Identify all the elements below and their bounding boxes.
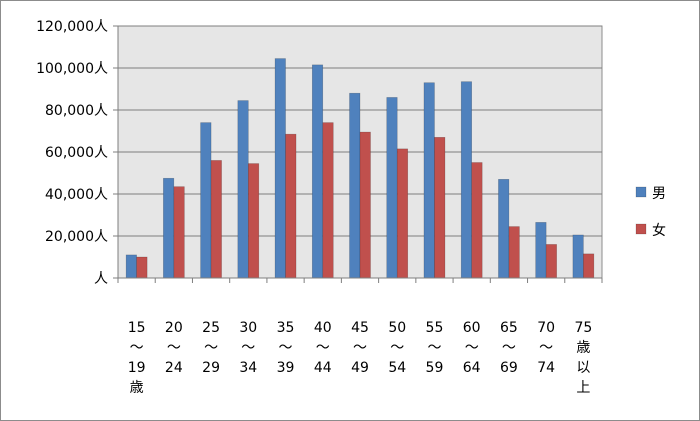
bar-female xyxy=(210,160,222,279)
x-tick-label: 35 xyxy=(277,320,295,336)
x-tick-label: ～ xyxy=(316,340,330,356)
x-tick-label: 69 xyxy=(500,360,518,376)
bar-female xyxy=(471,162,483,279)
x-tick-label: 20 xyxy=(165,320,183,336)
legend: 男女 xyxy=(635,186,666,239)
x-tick-label: 49 xyxy=(351,360,369,376)
x-tick-label: 30 xyxy=(239,320,257,336)
bars xyxy=(125,58,595,279)
x-tick-label: 64 xyxy=(463,360,481,376)
bar-female xyxy=(508,226,520,279)
x-tick-label: 50 xyxy=(388,320,406,336)
x-tick-label: 上 xyxy=(576,380,590,396)
bar-female xyxy=(248,163,260,279)
bar-female xyxy=(285,133,297,279)
x-tick-label: ～ xyxy=(130,340,144,356)
bar-male xyxy=(498,179,510,279)
legend-swatch xyxy=(635,186,647,198)
x-tick-label: ～ xyxy=(204,340,218,356)
bar-male xyxy=(274,58,286,279)
bar-female xyxy=(583,253,595,279)
x-tick-label: 44 xyxy=(314,360,332,376)
x-tick-label: ～ xyxy=(427,340,441,356)
x-tick-label: 75 xyxy=(574,320,592,336)
x-tick-label: 34 xyxy=(239,360,257,376)
y-tick-label: 100,000人 xyxy=(36,61,108,77)
x-tick-label: ～ xyxy=(241,340,255,356)
x-tick-label: 45 xyxy=(351,320,369,336)
x-tick-label: 24 xyxy=(165,360,183,376)
y-tick-label: 人 xyxy=(94,271,108,287)
x-tick-label: 60 xyxy=(463,320,481,336)
bar-male xyxy=(349,92,361,279)
bar-male xyxy=(311,64,324,279)
bar-male xyxy=(125,254,137,279)
bar-male xyxy=(200,122,212,279)
legend-swatch xyxy=(635,223,647,235)
x-tick-label: 55 xyxy=(426,320,444,336)
bar-female xyxy=(322,122,334,279)
legend-label: 女 xyxy=(652,222,666,239)
x-tick-label: 15 xyxy=(128,320,146,336)
bar-male xyxy=(423,82,435,279)
bar-male xyxy=(163,177,175,279)
bar-female xyxy=(396,148,409,279)
y-tick-label: 20,000人 xyxy=(45,229,108,245)
x-axis: 15 ～ 19 歳 20 ～ 24 25 ～ 29 30 ～ 34 35 ～ 39 40 ～ 44 45 ～ 49 50 ～ 5… xyxy=(117,277,603,396)
x-tick-label: ～ xyxy=(539,340,553,356)
x-tick-label: 25 xyxy=(202,320,220,336)
x-tick-label: 以 xyxy=(576,360,590,376)
y-tick-label: 40,000人 xyxy=(45,187,108,203)
x-tick-label: 54 xyxy=(388,360,406,376)
x-tick-label: 歳 xyxy=(576,340,590,356)
bar-female xyxy=(136,256,148,279)
bar-female xyxy=(545,244,557,279)
x-tick-label: 40 xyxy=(314,320,332,336)
legend-label: 男 xyxy=(652,186,666,202)
bar-female xyxy=(434,137,446,279)
x-tick-label: 29 xyxy=(202,360,220,376)
bar-male xyxy=(572,234,584,279)
x-tick-label: 19 xyxy=(128,360,146,376)
x-tick-label: ～ xyxy=(279,340,293,356)
bar-male xyxy=(386,97,398,279)
x-tick-label: ～ xyxy=(167,340,181,356)
bar-female xyxy=(173,186,185,279)
x-tick-label: ～ xyxy=(353,340,367,356)
bar-female xyxy=(359,131,371,279)
x-tick-label: ～ xyxy=(390,340,404,356)
x-tick-label: 74 xyxy=(537,360,555,376)
bar-male xyxy=(460,81,472,279)
bar-male xyxy=(237,100,249,279)
x-tick-label: ～ xyxy=(502,340,516,356)
bar-male xyxy=(535,222,547,279)
x-tick-label: 59 xyxy=(426,360,444,376)
y-tick-label: 80,000人 xyxy=(45,103,108,119)
x-tick-label: 39 xyxy=(277,360,295,376)
x-tick-label: 65 xyxy=(500,320,518,336)
x-tick-label: ～ xyxy=(465,340,479,356)
y-tick-label: 60,000人 xyxy=(45,145,108,161)
y-tick-label: 120,000人 xyxy=(36,19,108,35)
y-axis: 人 20,000人 40,000人 60,000人 80,000人 100,000人 120… xyxy=(36,19,119,287)
x-tick-label: 歳 xyxy=(130,380,144,396)
x-tick-label: 70 xyxy=(537,320,555,336)
